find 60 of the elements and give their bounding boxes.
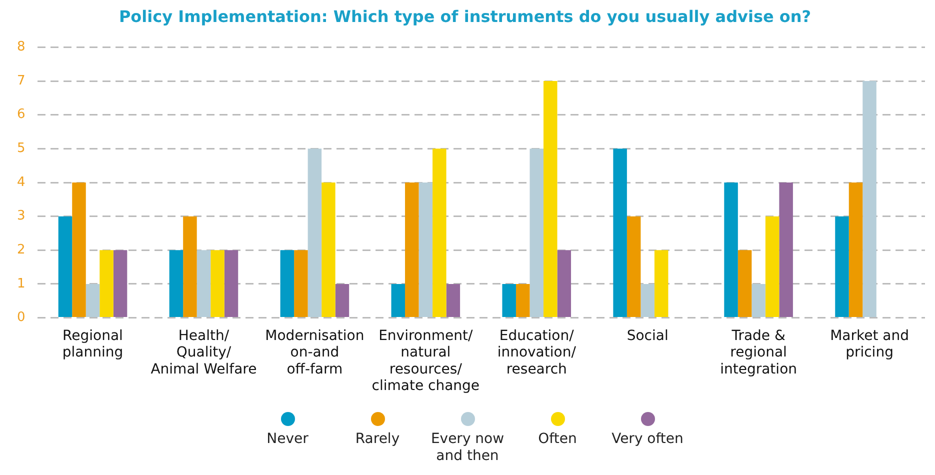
x-tick-label: Education/ innovation/ research bbox=[497, 328, 576, 378]
legend-label: Often bbox=[538, 431, 577, 448]
legend-label: Very often bbox=[612, 431, 684, 448]
bar bbox=[613, 148, 627, 318]
bar bbox=[446, 284, 460, 318]
bar bbox=[308, 148, 322, 318]
legend-label: Rarely bbox=[355, 431, 400, 448]
bar bbox=[862, 81, 876, 318]
bar bbox=[405, 182, 419, 318]
x-tick-label: Market and pricing bbox=[830, 328, 909, 361]
bar bbox=[322, 182, 336, 318]
bar bbox=[280, 250, 294, 318]
bar bbox=[738, 250, 752, 318]
y-tick-label: 4 bbox=[16, 174, 26, 190]
y-tick-label: 0 bbox=[16, 310, 26, 326]
y-tick-label: 7 bbox=[16, 73, 26, 88]
bar bbox=[752, 284, 766, 318]
bar bbox=[210, 250, 224, 318]
bar bbox=[502, 284, 516, 318]
bar bbox=[391, 284, 406, 318]
chart-title: Policy Implementation: Which type of instruments do you usually advise on? bbox=[118, 6, 812, 26]
x-tick-label: Trade & regional integration bbox=[720, 328, 798, 378]
bar bbox=[224, 250, 238, 318]
bar bbox=[100, 250, 114, 318]
legend-label: Every now and then bbox=[430, 431, 504, 465]
bar bbox=[530, 148, 544, 318]
y-tick-label: 8 bbox=[16, 40, 26, 55]
bar bbox=[626, 216, 641, 318]
bar bbox=[335, 284, 350, 318]
bar bbox=[113, 250, 128, 318]
bar bbox=[835, 216, 849, 318]
bar bbox=[544, 81, 558, 318]
bar bbox=[169, 250, 184, 318]
y-tick-label: 2 bbox=[16, 242, 26, 258]
bar bbox=[196, 250, 211, 318]
x-tick-label: Health/ Quality/ Animal Welfare bbox=[150, 328, 257, 378]
bar bbox=[640, 284, 654, 318]
bar bbox=[654, 250, 668, 318]
x-tick-label: Social bbox=[626, 328, 668, 344]
bar bbox=[765, 216, 780, 318]
bar bbox=[779, 182, 793, 318]
legend-label: Never bbox=[266, 431, 308, 448]
bar bbox=[72, 182, 86, 318]
x-tick-label: Regional planning bbox=[62, 328, 124, 361]
bar bbox=[294, 250, 308, 318]
bar bbox=[516, 284, 530, 318]
bar bbox=[848, 182, 863, 318]
bar bbox=[724, 182, 738, 318]
bar bbox=[557, 250, 572, 318]
x-tick-label: Environment/ natural resources/ climate change bbox=[372, 328, 480, 394]
x-tick-label: Modernisation on-and off-farm bbox=[265, 328, 364, 378]
y-tick-label: 6 bbox=[16, 107, 26, 122]
y-tick-label: 5 bbox=[16, 141, 26, 156]
bar bbox=[58, 216, 72, 318]
bar bbox=[432, 148, 446, 318]
y-tick-label: 1 bbox=[16, 276, 26, 292]
bar bbox=[183, 216, 197, 318]
y-tick-label: 3 bbox=[16, 208, 26, 224]
bar bbox=[418, 182, 433, 318]
bar bbox=[86, 284, 100, 318]
